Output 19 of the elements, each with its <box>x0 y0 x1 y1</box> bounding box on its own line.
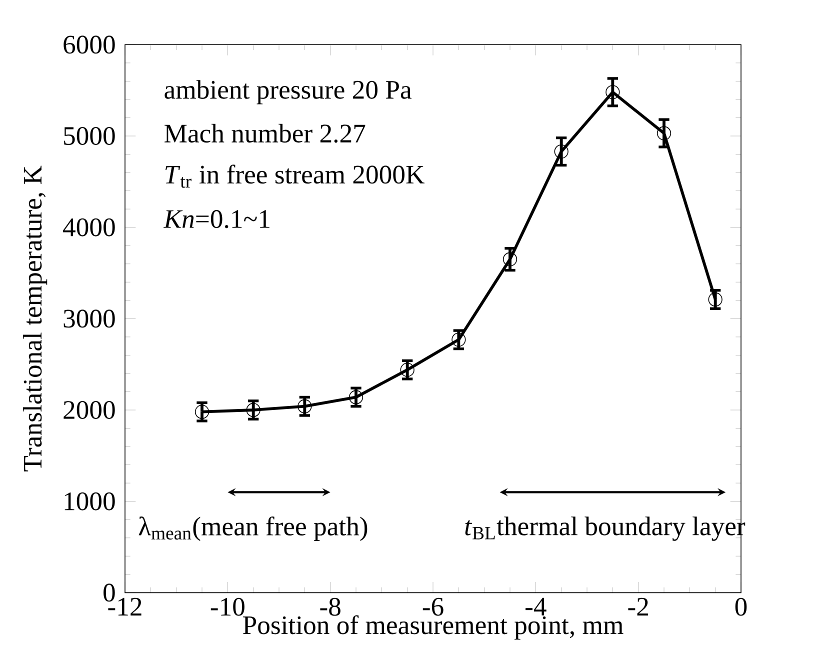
annotation: T$_{tr}$ in free stream 2000K <box>166 164 424 188</box>
x-tick-label: -6 <box>422 598 444 616</box>
y-tick-label: 2000 <box>64 401 115 419</box>
x-tick-label: -4 <box>526 598 546 616</box>
x-tick-label: -10 <box>210 598 244 616</box>
y-tick-label: 3000 <box>64 310 115 328</box>
y-axis-title: Translational temperature, K <box>22 166 48 472</box>
x-tick-label: -8 <box>320 598 340 616</box>
y-tick-label: 5000 <box>64 127 115 145</box>
y-tick-label: 1000 <box>64 492 115 510</box>
x-tick-label: 0 <box>735 598 747 616</box>
y-tick-label: 6000 <box>64 36 115 54</box>
annotation: ambient pressure 20 Pa <box>164 80 412 104</box>
x-tick-label: -2 <box>628 598 648 616</box>
annotation: λ$_{mean}$(mean free path) <box>138 516 368 541</box>
annotation: Mach number 2.27 <box>164 124 366 143</box>
y-tick-label: 4000 <box>63 218 115 236</box>
x-axis-title: Position of measurement point, mm <box>243 615 624 640</box>
annotation: Kn=0.1~1 <box>163 210 270 228</box>
